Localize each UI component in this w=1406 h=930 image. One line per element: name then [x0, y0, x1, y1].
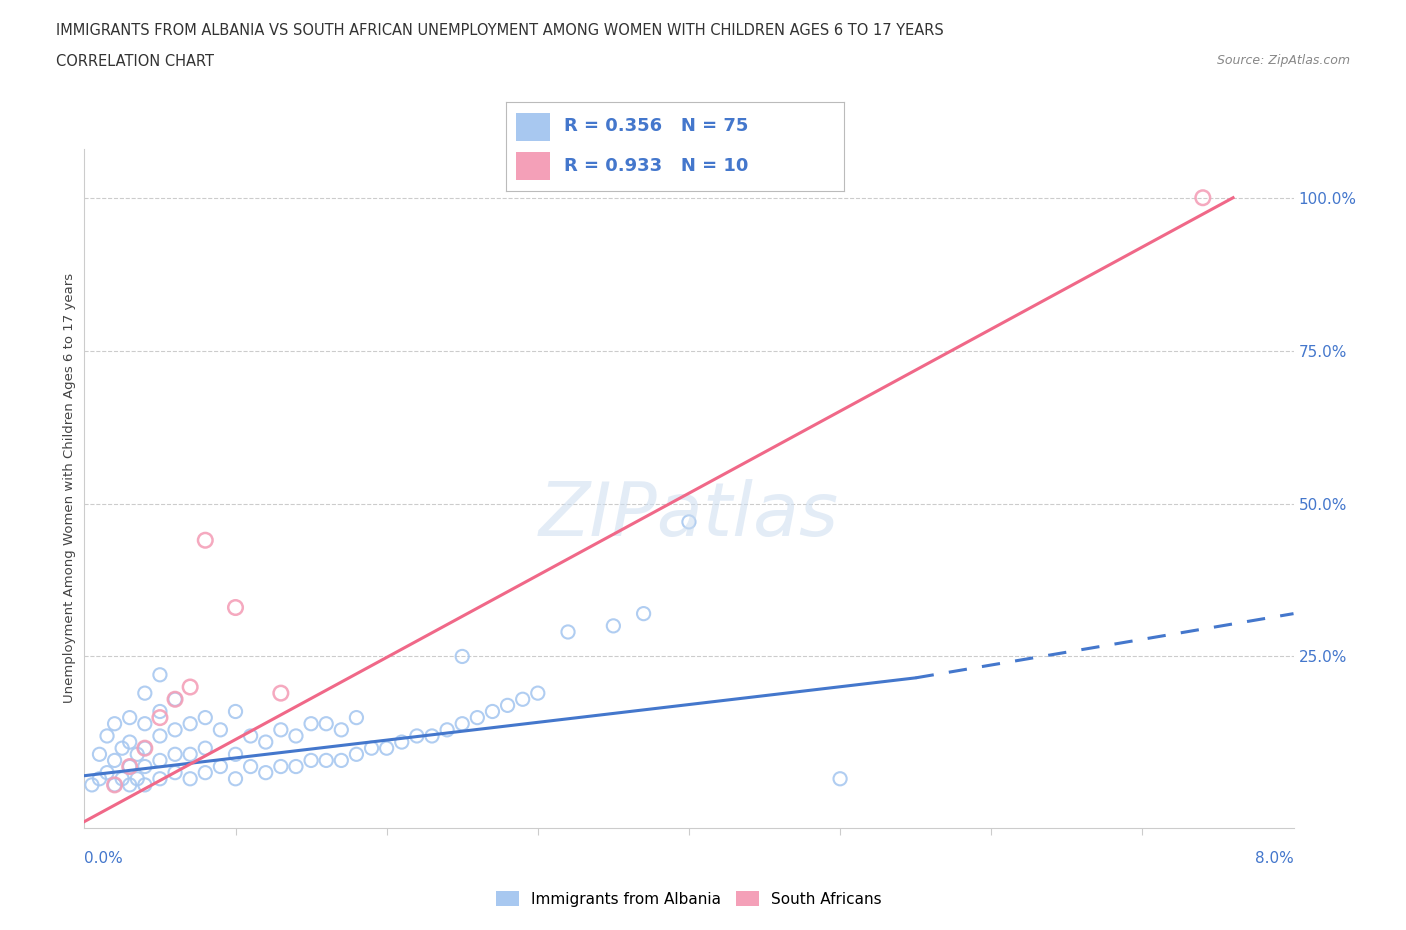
- Point: [194, 741, 217, 756]
- Point: [285, 759, 308, 774]
- Point: [149, 711, 172, 725]
- Point: [194, 765, 217, 780]
- Point: [270, 759, 292, 774]
- Point: [299, 753, 322, 768]
- Point: [118, 735, 141, 750]
- Text: ZIPatlas: ZIPatlas: [538, 479, 839, 551]
- Point: [330, 753, 353, 768]
- Point: [165, 747, 187, 762]
- Point: [104, 777, 127, 792]
- Point: [557, 625, 579, 640]
- Y-axis label: Unemployment Among Women with Children Ages 6 to 17 years: Unemployment Among Women with Children A…: [63, 273, 76, 703]
- Point: [89, 747, 111, 762]
- Point: [451, 716, 474, 731]
- Point: [254, 735, 277, 750]
- Point: [118, 777, 141, 792]
- Point: [512, 692, 534, 707]
- Text: R = 0.933   N = 10: R = 0.933 N = 10: [564, 157, 748, 175]
- Point: [149, 753, 172, 768]
- Point: [315, 716, 337, 731]
- Point: [104, 716, 127, 731]
- Point: [209, 723, 232, 737]
- Point: [375, 741, 398, 756]
- Point: [194, 533, 217, 548]
- Text: 0.0%: 0.0%: [84, 851, 124, 866]
- Point: [391, 735, 413, 750]
- Point: [149, 704, 172, 719]
- Point: [209, 759, 232, 774]
- Point: [134, 741, 156, 756]
- Point: [134, 777, 156, 792]
- Point: [239, 759, 262, 774]
- Point: [118, 711, 141, 725]
- Point: [165, 723, 187, 737]
- Point: [96, 728, 118, 743]
- Point: [1192, 191, 1215, 206]
- Point: [225, 747, 247, 762]
- Point: [299, 716, 322, 731]
- FancyBboxPatch shape: [516, 152, 550, 180]
- Point: [89, 771, 111, 786]
- Point: [527, 685, 550, 700]
- Point: [104, 753, 127, 768]
- Point: [149, 771, 172, 786]
- Point: [179, 747, 201, 762]
- Point: [111, 771, 134, 786]
- Point: [254, 765, 277, 780]
- Point: [270, 723, 292, 737]
- Point: [225, 600, 247, 615]
- Point: [111, 741, 134, 756]
- Point: [127, 771, 149, 786]
- Point: [633, 606, 655, 621]
- Point: [239, 728, 262, 743]
- Point: [496, 698, 519, 712]
- Point: [451, 649, 474, 664]
- Point: [830, 771, 852, 786]
- Point: [285, 728, 308, 743]
- Point: [179, 716, 201, 731]
- Point: [225, 771, 247, 786]
- Point: [420, 728, 443, 743]
- Point: [165, 765, 187, 780]
- Text: R = 0.356   N = 75: R = 0.356 N = 75: [564, 117, 748, 135]
- Point: [134, 685, 156, 700]
- Point: [149, 668, 172, 683]
- Legend: Immigrants from Albania, South Africans: Immigrants from Albania, South Africans: [489, 885, 889, 913]
- Text: IMMIGRANTS FROM ALBANIA VS SOUTH AFRICAN UNEMPLOYMENT AMONG WOMEN WITH CHILDREN : IMMIGRANTS FROM ALBANIA VS SOUTH AFRICAN…: [56, 23, 943, 38]
- Point: [315, 753, 337, 768]
- Point: [346, 711, 368, 725]
- Text: Source: ZipAtlas.com: Source: ZipAtlas.com: [1216, 54, 1350, 67]
- Point: [602, 618, 624, 633]
- Point: [225, 704, 247, 719]
- Point: [96, 765, 118, 780]
- Point: [360, 741, 382, 756]
- Point: [80, 777, 103, 792]
- Point: [194, 711, 217, 725]
- Point: [179, 680, 201, 695]
- Point: [406, 728, 429, 743]
- FancyBboxPatch shape: [516, 113, 550, 141]
- Point: [467, 711, 489, 725]
- Point: [165, 692, 187, 707]
- Text: CORRELATION CHART: CORRELATION CHART: [56, 54, 214, 69]
- Point: [118, 759, 141, 774]
- Text: 8.0%: 8.0%: [1254, 851, 1294, 866]
- Point: [179, 771, 201, 786]
- Point: [481, 704, 503, 719]
- Point: [436, 723, 458, 737]
- Point: [134, 759, 156, 774]
- Point: [134, 716, 156, 731]
- Point: [678, 514, 700, 529]
- Point: [346, 747, 368, 762]
- Point: [330, 723, 353, 737]
- Point: [165, 692, 187, 707]
- Point: [270, 685, 292, 700]
- Point: [127, 747, 149, 762]
- Point: [134, 741, 156, 756]
- Point: [118, 759, 141, 774]
- Point: [104, 777, 127, 792]
- Point: [149, 728, 172, 743]
